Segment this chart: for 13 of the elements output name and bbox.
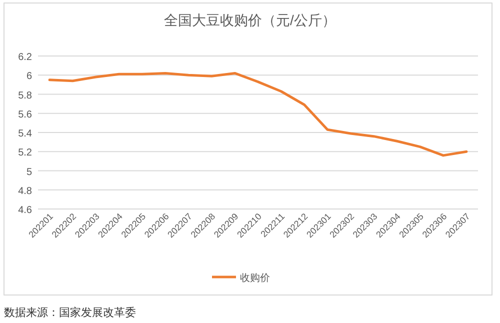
y-tick-label: 5.2 [18,148,32,159]
y-tick-label: 4.8 [18,186,32,197]
y-tick-label: 5.6 [18,109,32,120]
y-tick-label: 4.6 [18,205,32,216]
legend-label: 收购价 [240,272,270,284]
y-tick-label: 5.4 [18,128,32,140]
y-tick-label: 5.8 [18,90,32,102]
chart-title: 全国大豆收购价（元/公斤） [164,12,336,28]
y-tick-label: 6 [26,71,32,82]
y-tick-label: 6.2 [18,52,32,63]
y-tick-label: 5 [26,166,32,178]
source-note: 数据来源：国家发展改革委 [4,306,136,319]
line-series [48,72,468,157]
